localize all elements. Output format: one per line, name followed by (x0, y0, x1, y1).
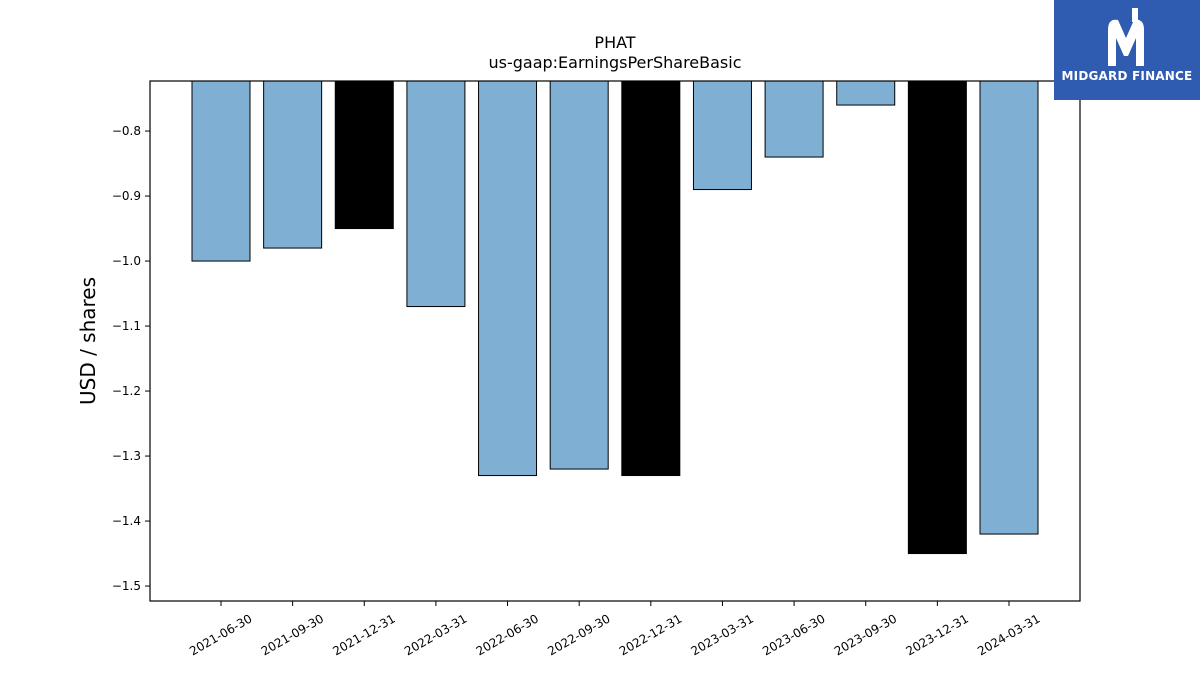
y-tick-label: −1.0 (112, 254, 141, 268)
chart-subtitle: us-gaap:EarningsPerShareBasic (488, 53, 741, 72)
x-tick-label: 2022-06-30 (474, 611, 541, 658)
bar-2021-09-30 (263, 80, 323, 249)
y-tick-label: −1.5 (112, 579, 141, 593)
x-tick-label: 2022-09-30 (545, 611, 612, 658)
chart-title: PHAT (594, 33, 635, 52)
x-axis-ticks: 2021-06-30 2021-09-30 2021-12-31 2022-03-31… (187, 601, 1043, 658)
x-tick-label: 2023-12-31 (903, 611, 970, 658)
bar-2022-06-30 (478, 80, 538, 477)
bar-2021-06-30 (191, 80, 251, 262)
y-tick-label: −1.1 (112, 319, 141, 333)
y-axis-ticks: −0.8 −0.9 −1.0 −1.1 −1.2 −1.3 −1.4 −1.5 (112, 124, 150, 593)
x-tick-label: 2022-03-31 (402, 611, 469, 658)
bar-2021-12-31 (334, 80, 394, 230)
bar-2023-06-30 (764, 80, 824, 158)
bar-2022-03-31 (406, 80, 466, 308)
bar-2023-03-31 (692, 80, 752, 191)
plot-frame (149, 80, 1081, 602)
y-tick-label: −0.9 (112, 189, 141, 203)
logo-text: MIDGARD FINANCE (1061, 69, 1193, 83)
y-tick-label: −0.8 (112, 124, 141, 138)
x-tick-label: 2021-09-30 (259, 611, 326, 658)
y-axis-label: USD / shares (76, 277, 100, 405)
bars-group (191, 80, 1039, 555)
midgard-logo-icon (1108, 8, 1144, 66)
bar-2024-03-31 (979, 80, 1039, 535)
x-tick-label: 2023-09-30 (832, 611, 899, 658)
y-tick-label: −1.2 (112, 384, 141, 398)
bar-2023-09-30 (836, 80, 896, 106)
x-tick-label: 2021-12-31 (330, 611, 397, 658)
x-tick-label: 2023-03-31 (689, 611, 756, 658)
brand-logo: MIDGARD FINANCE (1054, 0, 1200, 100)
x-tick-label: 2021-06-30 (187, 611, 254, 658)
y-tick-label: −1.3 (112, 449, 141, 463)
bar-2022-12-31 (621, 80, 681, 477)
x-tick-label: 2023-06-30 (760, 611, 827, 658)
bar-2023-12-31 (907, 80, 967, 555)
x-tick-label: 2022-12-31 (617, 611, 684, 658)
bar-2022-09-30 (549, 80, 609, 470)
x-tick-label: 2024-03-31 (975, 611, 1042, 658)
y-tick-label: −1.4 (112, 514, 141, 528)
